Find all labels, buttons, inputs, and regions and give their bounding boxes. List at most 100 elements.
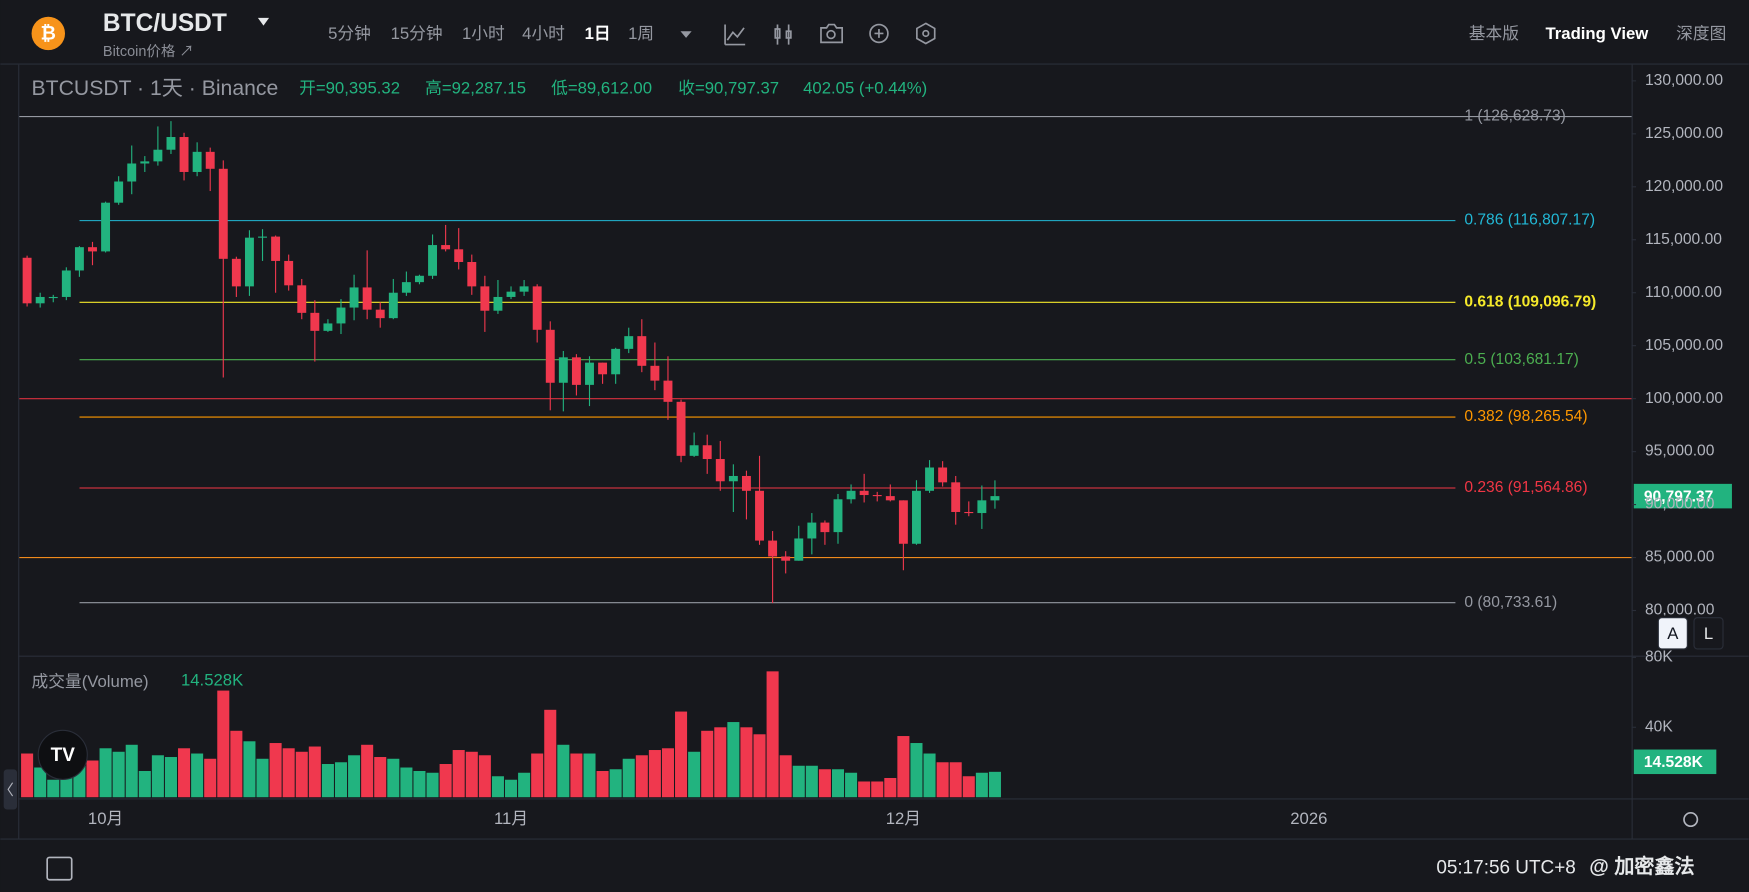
candle-body: [872, 495, 882, 497]
candle-body: [231, 258, 241, 287]
timeframe[interactable]: 5分钟: [328, 24, 371, 43]
volume-bar: [518, 772, 531, 798]
coin-icon: [31, 16, 66, 51]
candle-body: [310, 312, 320, 331]
volume-bar: [413, 771, 426, 798]
more-timeframes[interactable]: [680, 31, 692, 38]
views: 基本版 Trading View 深度图: [1469, 24, 1727, 43]
volume-bar: [230, 730, 243, 798]
candle-body: [74, 247, 84, 271]
volume-bar: [805, 765, 818, 798]
symbol[interactable]: BTC/USDT: [103, 10, 227, 37]
candle-body: [650, 365, 660, 381]
volume-bar: [505, 779, 518, 798]
y-tick-label: 110,000.00: [1645, 284, 1722, 301]
volume-bar: [596, 771, 609, 798]
fib-label: 0.618 (109,096.79): [1464, 293, 1596, 310]
legend-title: BTCUSDT · 1天 · Binance: [32, 77, 279, 100]
scale-button-label: L: [1704, 624, 1713, 643]
candle-body: [977, 500, 987, 514]
dropdown[interactable]: [257, 17, 270, 26]
scale-button[interactable]: [1657, 617, 1688, 650]
price-axis: 130,000.00 125,000.00 120,000.00 115,000.00…: [1631, 72, 1723, 615]
candle-body: [925, 467, 935, 491]
calendar[interactable]: [46, 856, 73, 881]
volume-bar: [465, 751, 478, 798]
y-tick-label: 125,000.00: [1645, 125, 1723, 142]
volume-bar: [871, 781, 884, 798]
view-tab[interactable]: Trading View: [1545, 24, 1649, 43]
timeframe[interactable]: 1周: [628, 24, 654, 43]
volume-bar: [125, 744, 138, 798]
volume-bar: [439, 764, 452, 798]
candle-body: [114, 181, 124, 203]
candle-body: [885, 496, 895, 501]
view-tab[interactable]: 基本版: [1469, 24, 1519, 43]
volume-bar: [478, 755, 491, 798]
volume-bar: [191, 753, 204, 798]
volume-bar: [282, 748, 295, 798]
y-tick-label: 90,000.00: [1645, 496, 1715, 513]
volume-bar: [151, 755, 164, 798]
scale-button-label: A: [1667, 624, 1679, 643]
volume-bar: [387, 758, 400, 798]
volume-bar: [321, 764, 334, 798]
volume-bar: [531, 753, 544, 798]
timeframes: 5分钟 15分钟 1小时 4小时 1日 1周: [328, 24, 654, 43]
x-tick-label: 2026: [1290, 809, 1327, 828]
fib-label: 0.786 (116,807.17): [1464, 212, 1595, 229]
settings[interactable]: [1683, 811, 1699, 828]
watermark: @ 加密鑫法: [1589, 854, 1694, 878]
last-volume-box: [1633, 749, 1717, 775]
candle-body: [61, 270, 71, 297]
volume-bar: [661, 748, 674, 798]
volume-bar: [779, 755, 792, 798]
candle-body: [388, 292, 398, 319]
volume-bar: [295, 751, 308, 798]
timeframe[interactable]: 15分钟: [391, 24, 443, 43]
fib-label: 0.236 (91,564.86): [1464, 479, 1587, 496]
candle-body: [624, 336, 634, 349]
y-tick-label: 105,000.00: [1645, 337, 1723, 354]
timeframe[interactable]: 4小时: [522, 24, 565, 43]
candle-body: [741, 475, 751, 491]
volume-tick-label: 40K: [1645, 718, 1673, 735]
volume-bar: [570, 753, 583, 798]
candle-body: [585, 362, 594, 385]
candle-body: [441, 245, 451, 250]
timeframe[interactable]: 1日: [585, 24, 611, 43]
candle-body: [637, 336, 647, 366]
candle-body: [205, 151, 215, 169]
volume-bar: [112, 751, 125, 798]
legend-low: 低=89,612.00: [551, 79, 652, 98]
candle-body: [598, 362, 608, 375]
subtitle[interactable]: Bitcoin价格 ↗: [103, 43, 194, 60]
candle-body: [35, 296, 45, 304]
candle-body: [807, 522, 817, 539]
volume-bar: [949, 762, 962, 798]
fib-label: 1 (126,628.73): [1464, 108, 1566, 125]
timeframe[interactable]: 1小时: [462, 24, 505, 43]
x-tick-label: 12月: [886, 809, 921, 828]
candle-body: [859, 490, 869, 496]
volume-bar: [60, 776, 73, 798]
scale-button[interactable]: [1693, 617, 1724, 650]
collapse-arrow: [7, 782, 14, 797]
x-tick-label: 11月: [494, 809, 528, 828]
volume-bar: [831, 769, 845, 798]
volume-bar: [557, 744, 570, 798]
volume-bar: [86, 760, 99, 798]
volume-bar: [426, 772, 439, 798]
volume-bar: [491, 776, 504, 798]
tv-logo[interactable]: [37, 729, 88, 780]
y-tick-label: 95,000.00: [1645, 443, 1715, 460]
toolbar-icons[interactable]: [724, 22, 936, 46]
candle-body: [663, 380, 673, 402]
view-tab[interactable]: 深度图: [1676, 24, 1726, 43]
candle-body: [702, 445, 712, 460]
candle-body: [88, 247, 97, 252]
collapse[interactable]: [3, 769, 18, 810]
y-tick-label: 100,000.00: [1645, 390, 1723, 407]
